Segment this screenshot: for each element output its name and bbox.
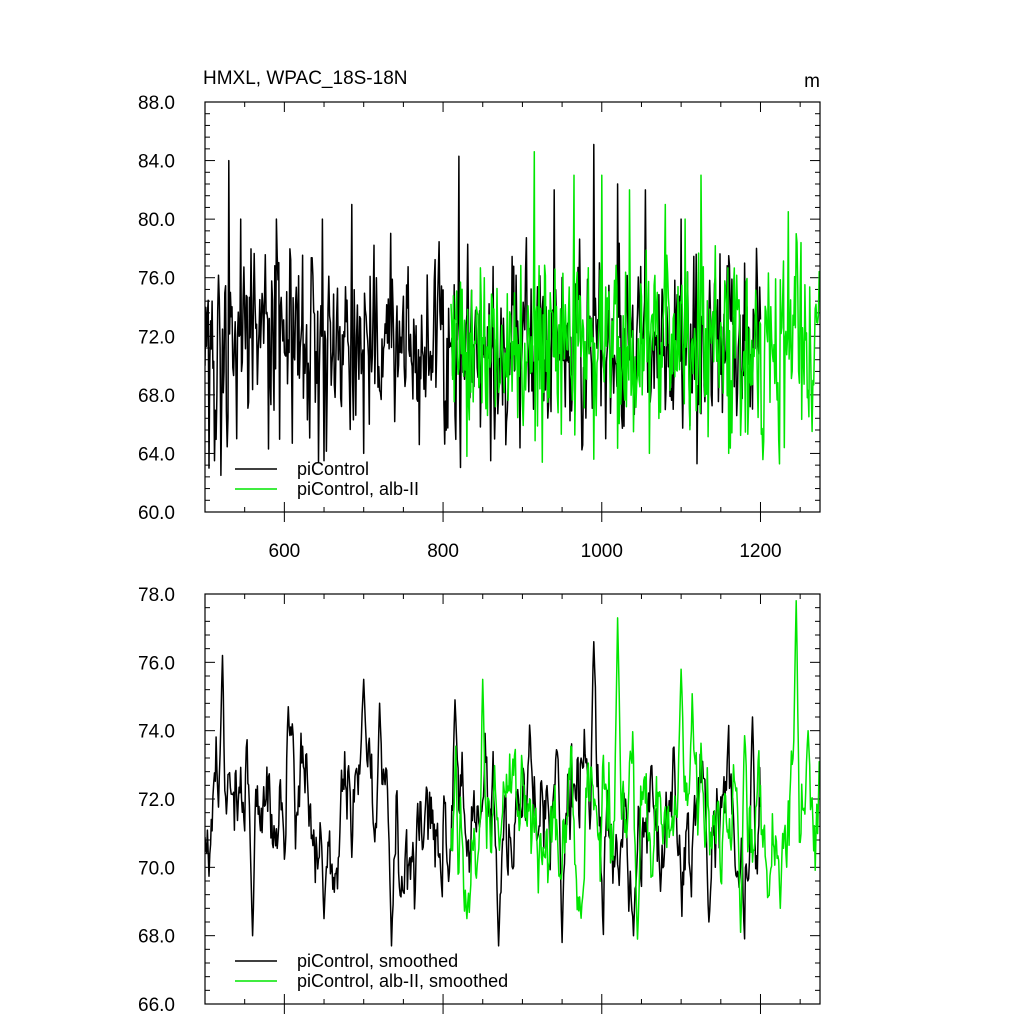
- y-tick-label: 64.0: [138, 444, 175, 465]
- y-tick-label: 84.0: [138, 152, 175, 173]
- y-tick-label: 68.0: [138, 386, 175, 407]
- y-tick-label: 88.0: [138, 93, 175, 114]
- y-tick-label: 70.0: [138, 858, 175, 879]
- chart-title: HMXL, WPAC_18S-18N: [203, 68, 408, 89]
- top-panel-series: [205, 143, 820, 477]
- y-tick-label: 80.0: [138, 210, 175, 231]
- x-tick-label: 1000: [581, 541, 623, 562]
- y-tick-label: 74.0: [138, 722, 175, 743]
- bottom-panel-frame: [204, 593, 821, 1005]
- top-panel: HMXL, WPAC_18S-18N m 60.0 64.0 68.0 72.0 76.…: [138, 68, 821, 562]
- top-panel-frame: [204, 101, 821, 513]
- x-tick-label: 1200: [739, 541, 781, 562]
- x-tick-label: 600: [269, 541, 301, 562]
- units-label: m: [804, 71, 820, 92]
- y-tick-label: 76.0: [138, 653, 175, 674]
- top-panel-ticks: 60.0 64.0 68.0 72.0 76.0 80.0 84.0 88.0 600 800 10…: [138, 93, 820, 562]
- legend-label: piControl, alb-II, smoothed: [297, 971, 508, 991]
- y-tick-label: 72.0: [138, 790, 175, 811]
- series-line-alb-ii: [450, 600, 820, 940]
- x-tick-label: 800: [427, 541, 459, 562]
- legend-label: piControl: [297, 459, 369, 479]
- legend-label: piControl, alb-II: [297, 479, 419, 499]
- y-tick-label: 72.0: [138, 327, 175, 348]
- legend-label: piControl, smoothed: [297, 951, 458, 971]
- y-tick-label: 78.0: [138, 585, 175, 606]
- y-tick-label: 76.0: [138, 269, 175, 290]
- y-tick-label: 68.0: [138, 927, 175, 948]
- bottom-panel-ticks: 66.0 68.0 70.0 72.0 74.0 76.0 78.0: [138, 585, 820, 1016]
- bottom-panel-series: [205, 600, 820, 947]
- y-tick-label: 66.0: [138, 995, 175, 1016]
- series-line-alb-ii: [450, 151, 820, 465]
- y-tick-label: 60.0: [138, 503, 175, 524]
- bottom-panel: 66.0 68.0 70.0 72.0 74.0 76.0 78.0 piControl, …: [138, 585, 821, 1016]
